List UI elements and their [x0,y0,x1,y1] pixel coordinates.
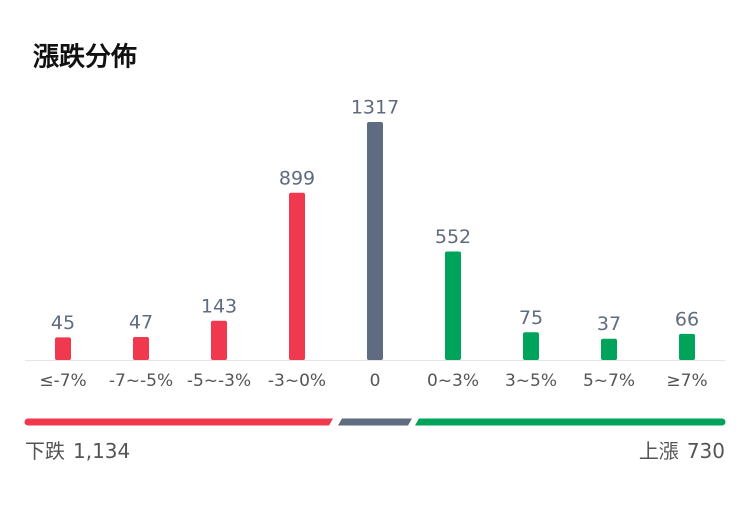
bar [445,251,461,360]
summary-name: 上漲 [639,439,679,463]
x-tick-label: 0~3% [427,371,479,391]
value-label: 899 [279,167,315,189]
summary-value: 1,134 [73,439,130,463]
bar [367,122,383,360]
x-tick-label: 3~5% [505,371,557,391]
value-label: 75 [519,307,543,329]
x-tick-label: -5~-3% [187,371,251,391]
bar [601,338,617,360]
summary-value: 730 [687,439,725,463]
bar [289,192,305,360]
value-label: 47 [129,312,153,334]
chart-title: 漲跌分佈 [33,42,137,73]
bar [211,320,227,360]
bar [523,332,539,360]
value-label: 1317 [351,97,399,119]
up-strip [415,418,726,426]
x-tick-label: -3~0% [268,371,326,391]
x-tick-label: -7~-5% [109,371,173,391]
bar [679,333,695,360]
x-tick-label: 0 [370,371,381,391]
down-strip [24,418,333,426]
value-label: 37 [597,313,621,335]
x-tick-label: ≤-7% [39,371,86,391]
bar [133,337,149,360]
x-tick-label: 5~7% [583,371,635,391]
value-label: 45 [51,312,75,334]
summary-text: 下跌 1,134 [25,439,130,463]
summary-text: 上漲 730 [639,439,725,463]
x-tick-label: ≥7% [666,371,707,391]
value-label: 143 [201,295,237,317]
value-label: 66 [675,308,699,330]
bar [55,337,71,360]
summary-name: 下跌 [25,439,65,463]
value-label: 552 [435,226,471,248]
neutral-strip [338,418,412,426]
